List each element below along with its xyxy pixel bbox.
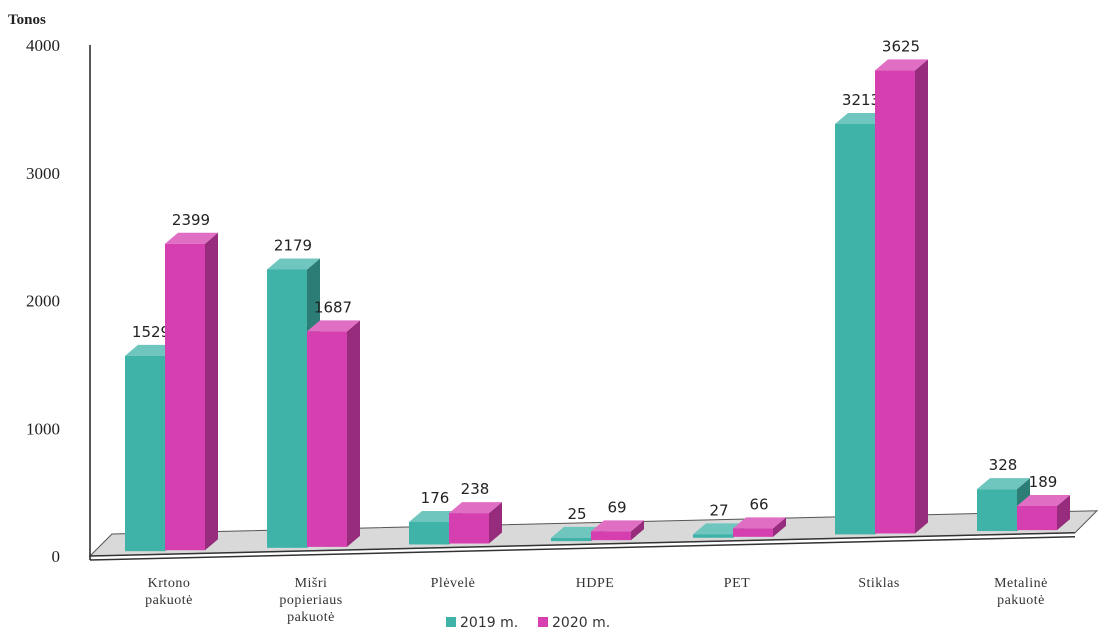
bar-top xyxy=(307,320,360,332)
bar xyxy=(165,232,218,551)
legend-label: 2019 m. xyxy=(460,615,518,631)
bar xyxy=(875,59,928,534)
x-axis-line xyxy=(89,532,1076,557)
x-tick-label-line: Plėvelė xyxy=(431,576,476,591)
bar-side xyxy=(489,502,502,544)
data-label: 27 xyxy=(709,501,728,519)
bar xyxy=(733,517,786,537)
x-tick-label-line: Krtono xyxy=(148,576,191,591)
bar xyxy=(307,320,360,547)
bar-front xyxy=(165,243,205,551)
x-tick-label-line: Metalinė xyxy=(994,576,1048,591)
x-tick-label: Stiklas xyxy=(858,576,900,591)
bar-side xyxy=(347,320,360,547)
bar xyxy=(449,502,502,544)
bar-top xyxy=(693,523,746,535)
y-axis-label: Tonos xyxy=(8,12,46,28)
x-tick-label-line: popieriaus xyxy=(279,593,342,608)
bar-top xyxy=(449,502,502,514)
data-label: 2179 xyxy=(274,236,312,254)
y-tick-label: 2000 xyxy=(26,292,60,311)
bar-side xyxy=(631,520,644,541)
x-tick-label: Metalinė pakuotė xyxy=(994,576,1048,608)
bar-side xyxy=(205,232,218,551)
bar-front xyxy=(733,528,773,537)
bar-front xyxy=(835,123,875,535)
data-label: 1529 xyxy=(132,323,170,341)
legend-item: 2020 m. xyxy=(538,615,610,631)
data-label: 2399 xyxy=(172,211,210,229)
bar-top xyxy=(551,526,604,538)
data-label: 189 xyxy=(1029,473,1058,491)
x-tick-label-line: Mišri xyxy=(295,576,328,591)
bar-side xyxy=(773,517,786,537)
bar-top xyxy=(409,510,462,522)
bar-front xyxy=(267,269,307,548)
data-label: 238 xyxy=(461,480,490,498)
bar-top xyxy=(267,258,320,270)
bar-top xyxy=(977,478,1030,490)
legend-swatch xyxy=(538,617,548,627)
bar-top xyxy=(733,517,786,529)
legend-swatch xyxy=(446,617,456,627)
y-tick-label: 1000 xyxy=(26,419,60,438)
data-label: 3213 xyxy=(842,91,880,109)
bar-side xyxy=(1057,494,1070,531)
bar-front xyxy=(875,70,915,534)
bar-front xyxy=(449,513,489,544)
bar-front xyxy=(307,331,347,547)
bar-side xyxy=(915,59,928,534)
bar-front xyxy=(1017,505,1057,531)
x-tick-label-line: PET xyxy=(724,576,750,591)
x-tick-label: Mišri popieriaus pakuotė xyxy=(279,576,342,625)
data-label: 3625 xyxy=(882,37,920,55)
bar-front xyxy=(551,537,591,542)
data-label: 25 xyxy=(567,505,586,523)
x-tick-label-line: pakuotė xyxy=(145,593,193,608)
data-label: 176 xyxy=(421,489,450,507)
bar-front xyxy=(693,534,733,538)
x-tick-label-line: pakuotė xyxy=(997,593,1045,608)
bar-front xyxy=(977,489,1017,532)
legend-label: 2020 m. xyxy=(552,615,610,631)
x-tick-label: PET xyxy=(724,576,750,591)
bar-front xyxy=(125,355,165,552)
x-tick-label-line: pakuotė xyxy=(287,610,335,625)
x-tick-label: Krtono pakuotė xyxy=(145,576,193,608)
bar-front xyxy=(591,531,631,541)
data-label: 328 xyxy=(989,456,1018,474)
x-axis-line-lower xyxy=(89,536,1076,561)
x-tick-label: Plėvelė xyxy=(431,576,476,591)
legend-item: 2019 m. xyxy=(446,615,518,631)
bar-top xyxy=(125,344,178,356)
bar xyxy=(591,520,644,541)
bar-top xyxy=(591,520,644,532)
y-tick-label: 0 xyxy=(52,547,61,566)
bar-top xyxy=(875,59,928,71)
data-label: 66 xyxy=(749,495,768,513)
x-tick-label-line: Stiklas xyxy=(858,576,900,591)
y-tick-label: 4000 xyxy=(26,36,60,55)
y-tick-label: 3000 xyxy=(26,164,60,183)
bar-top xyxy=(1017,494,1070,506)
data-label: 69 xyxy=(607,498,626,516)
bar-top xyxy=(165,232,218,244)
bar xyxy=(1017,494,1070,531)
data-label: 1687 xyxy=(314,298,352,316)
x-tick-label-line: HDPE xyxy=(576,576,615,591)
bar-front xyxy=(409,521,449,545)
x-tick-label: HDPE xyxy=(576,576,615,591)
bar-top xyxy=(835,112,888,124)
